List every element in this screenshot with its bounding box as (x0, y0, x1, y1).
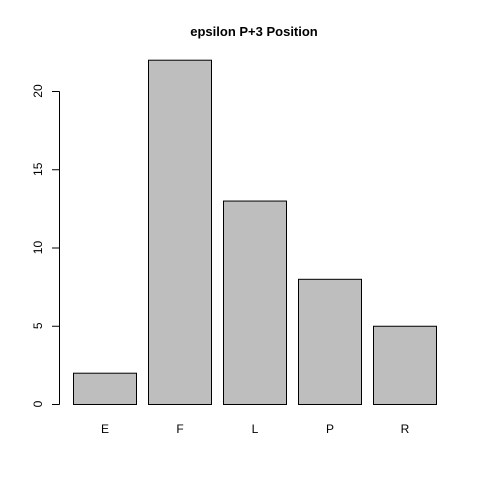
chart-title: epsilon P+3 Position (190, 24, 318, 39)
x-tick-label-R: R (401, 422, 410, 436)
bar-R (374, 326, 437, 404)
bar-P (299, 279, 362, 404)
y-tick-label-0: 0 (31, 400, 45, 407)
y-tick-label-20: 20 (31, 84, 45, 98)
bar-E (74, 373, 137, 404)
bars-layer (74, 60, 437, 404)
bar-L (224, 201, 287, 404)
y-tick-label-10: 10 (31, 241, 45, 255)
x-tick-label-F: F (176, 422, 183, 436)
x-tick-label-P: P (326, 422, 334, 436)
y-tick-label-15: 15 (31, 162, 45, 176)
y-tick-label-5: 5 (31, 322, 45, 329)
x-tick-label-E: E (101, 422, 109, 436)
x-tick-label-L: L (252, 422, 259, 436)
y-axis: 0 5 10 15 20 (31, 84, 60, 407)
bar-F (149, 60, 212, 404)
